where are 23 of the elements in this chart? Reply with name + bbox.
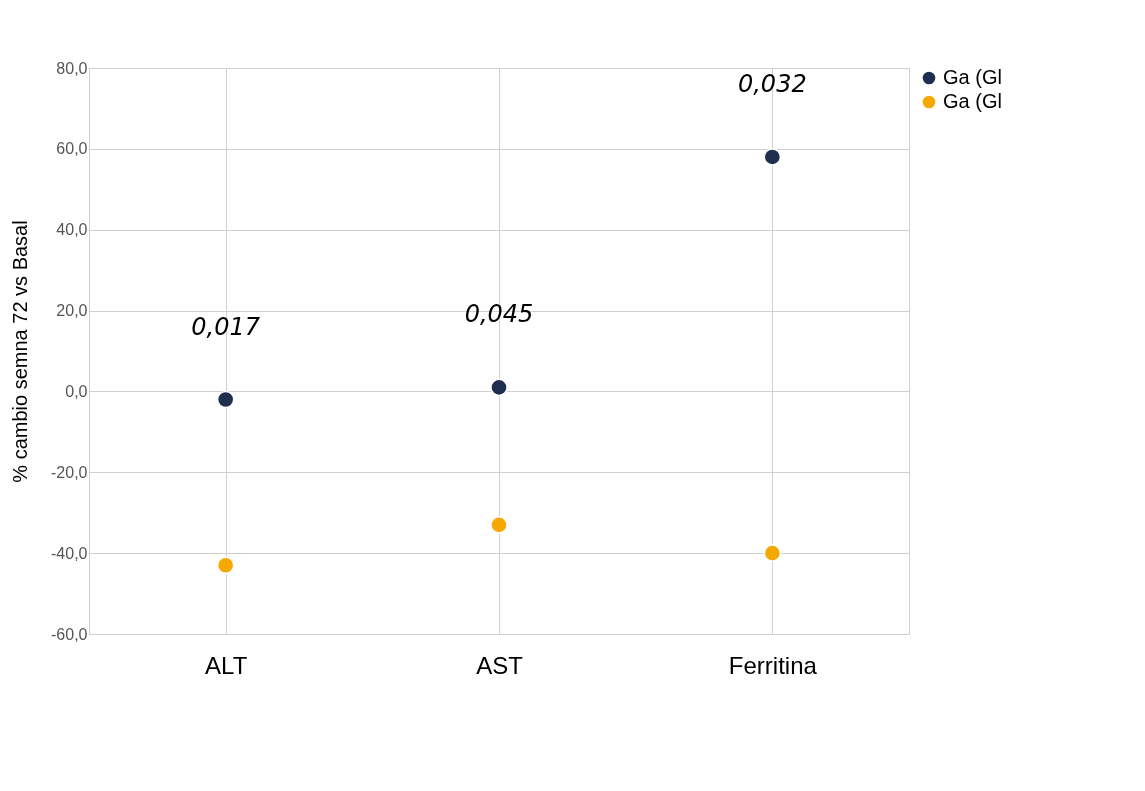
point [763, 544, 782, 562]
legend-label: Ga (Gl [943, 90, 1002, 112]
y-tick-label: 80,0 [56, 59, 88, 77]
y-tick-label: 40,0 [56, 221, 88, 239]
point [763, 148, 782, 166]
point [490, 378, 508, 397]
y-tick-label: -40,0 [51, 544, 88, 562]
point [216, 390, 235, 409]
point [490, 516, 508, 534]
point [216, 556, 235, 575]
x-tick-label: Ferritina [728, 651, 818, 679]
annotation: 0,045 [464, 300, 534, 329]
y-tick-label: 60,0 [56, 140, 88, 158]
x-tick-label: ALT [205, 651, 248, 679]
legend-label: Ga (Gl [943, 66, 1002, 88]
x-tick-label: AST [476, 651, 524, 679]
annotation: 0,032 [737, 69, 807, 98]
y-tick-label: -20,0 [51, 463, 88, 481]
annotation: 0,017 [191, 312, 261, 341]
y-axis-title: % cambio semna 72 vs Basal [9, 220, 32, 483]
y-tick-label: 20,0 [56, 302, 88, 320]
y-tick-label: 0,0 [65, 382, 88, 400]
y-tick-label: -60,0 [51, 625, 88, 643]
